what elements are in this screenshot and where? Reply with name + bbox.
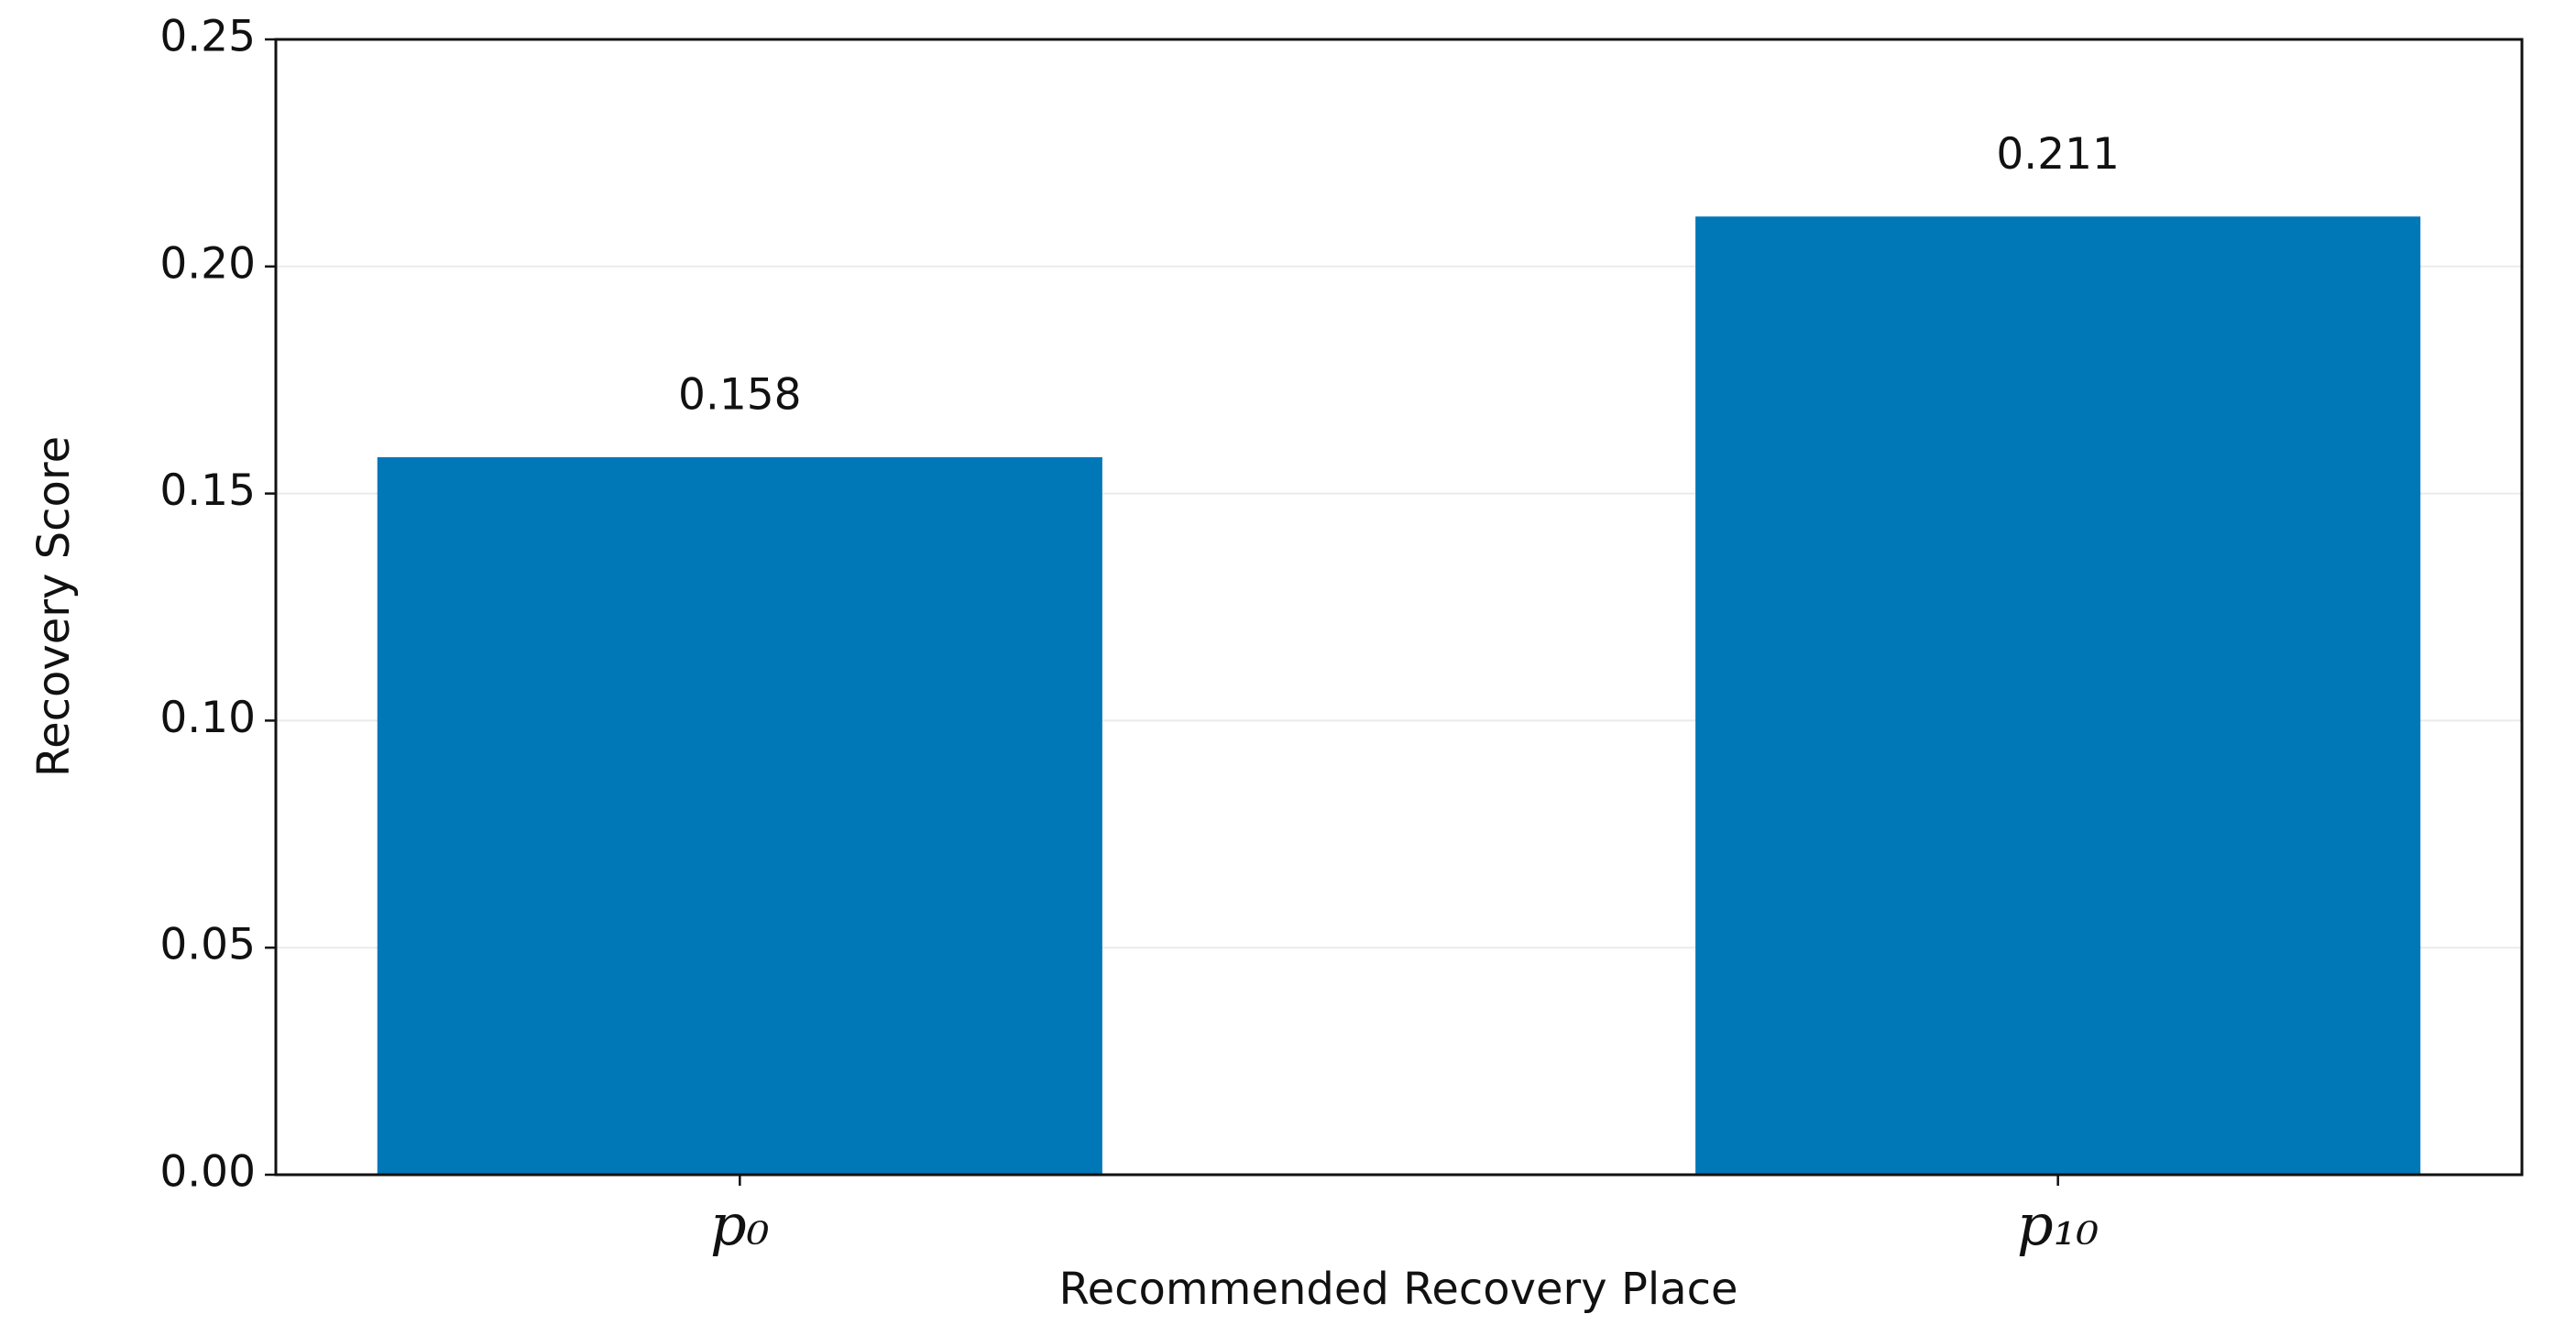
y-axis-label: Recovery Score: [28, 436, 80, 777]
y-tick-label: 0.00: [159, 1147, 256, 1198]
y-tick-label: 0.25: [159, 12, 256, 62]
plot-frame: [274, 38, 2524, 1177]
y-tick-label: 0.15: [159, 465, 256, 516]
x-tick-label: p₀: [710, 1191, 770, 1258]
y-tick-label: 0.05: [159, 920, 256, 970]
x-tick-label: p₁₀: [2017, 1191, 2099, 1258]
x-axis-label: Recommended Recovery Place: [1058, 1264, 1737, 1315]
bar: [377, 456, 1102, 1175]
value-label: 0.158: [678, 369, 802, 420]
y-tick-label: 0.20: [159, 238, 256, 289]
value-label: 0.211: [1996, 129, 2120, 180]
y-tick-label: 0.10: [159, 693, 256, 743]
bar: [1695, 216, 2421, 1176]
